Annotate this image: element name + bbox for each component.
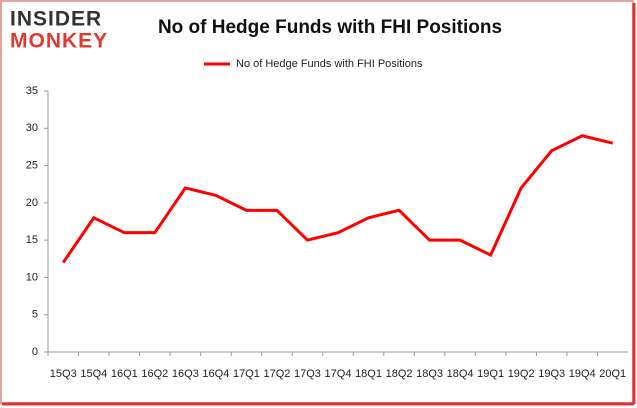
x-tick-label: 19Q3 xyxy=(538,368,565,380)
x-tick-label: 17Q3 xyxy=(294,368,321,380)
series-line xyxy=(62,134,614,264)
logo-top: INSIDER xyxy=(10,8,102,31)
x-tick-label: 19Q2 xyxy=(508,368,535,380)
x-tick-label: 17Q1 xyxy=(233,368,260,380)
x-tick-label: 16Q3 xyxy=(172,368,199,380)
y-tick-label: 15 xyxy=(26,234,38,246)
x-tick-label: 18Q4 xyxy=(447,368,474,380)
y-tick-label: 25 xyxy=(26,159,38,171)
chart-title: No of Hedge Funds with FHI Positions xyxy=(158,17,502,38)
x-tick-label: 18Q2 xyxy=(386,368,413,380)
x-tick-label: 20Q1 xyxy=(599,368,626,380)
x-tick-label: 18Q3 xyxy=(416,368,443,380)
y-tick-label: 30 xyxy=(26,122,38,134)
y-tick-label: 35 xyxy=(26,85,38,97)
x-tick-label: 19Q4 xyxy=(569,368,596,380)
x-tick-label: 15Q3 xyxy=(50,368,77,380)
logo-bottom: MONKEY xyxy=(10,30,108,53)
y-tick-label: 5 xyxy=(32,309,38,321)
x-tick-label: 18Q1 xyxy=(355,368,382,380)
y-tick-label: 0 xyxy=(32,346,38,358)
x-tick-label: 16Q2 xyxy=(141,368,168,380)
legend-label: No of Hedge Funds with FHI Positions xyxy=(236,58,423,70)
y-tick-label: 10 xyxy=(26,271,38,283)
x-tick-label: 19Q1 xyxy=(477,368,504,380)
y-tick-label: 20 xyxy=(26,197,38,209)
x-tick-label: 17Q2 xyxy=(263,368,290,380)
x-tick-label: 15Q4 xyxy=(80,368,107,380)
x-tick-label: 17Q4 xyxy=(325,368,352,380)
x-tick-label: 16Q4 xyxy=(202,368,229,380)
x-tick-label: 16Q1 xyxy=(111,368,138,380)
